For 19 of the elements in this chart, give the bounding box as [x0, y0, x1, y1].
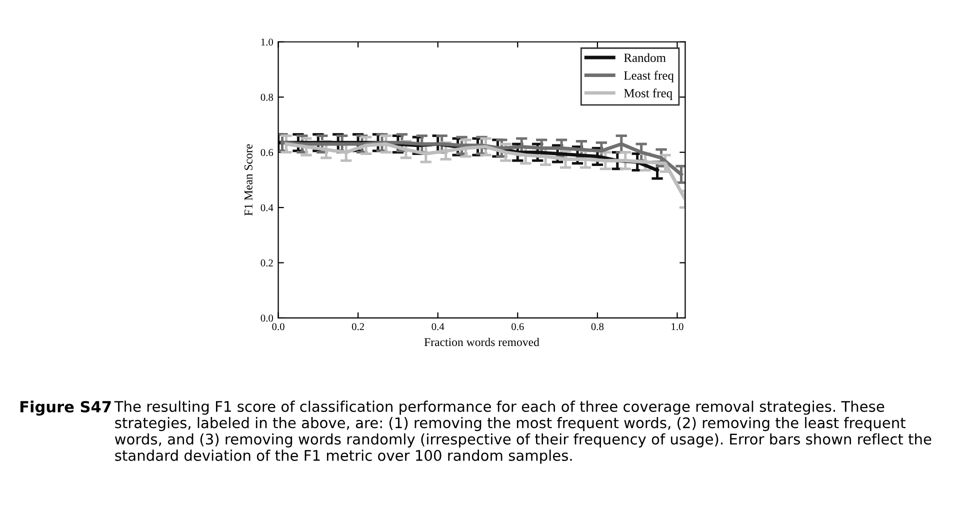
y-tick-label: 0.4	[260, 204, 274, 212]
y-tick-label: 0.2	[260, 259, 273, 266]
legend-label: Least freq	[624, 70, 674, 82]
legend-label: Most freq	[624, 88, 672, 100]
x-tick-label: 1.0	[672, 323, 684, 330]
x-tick-label: 0.2	[352, 323, 364, 330]
x-tick-label: 0.8	[591, 323, 604, 330]
legend-label: Random	[624, 53, 666, 62]
y-tick-label: 0.6	[260, 148, 274, 156]
y-tick-label: 0.8	[260, 94, 274, 101]
y-tick-label: 1.0	[261, 38, 274, 46]
text: The resulting F1 score of classification performance for each of three coverage removal strategies. These strategies, labeled in the above, are: (1) removing the most frequent words, (2) removing the least frequent words, and (3) removing words randomly (irrespective of their frequency of usage). Error bars shown reflect the standard deviation of the F1 metric over 100 random samples.	[114, 400, 932, 464]
y-tick-label: 0.0	[260, 314, 274, 322]
x-tick-label: 0.6	[512, 323, 524, 330]
y-axis-title: F1 Mean Score	[244, 144, 252, 216]
x-tick-label: 0.0	[272, 323, 284, 330]
caption: Figure S47	[20, 400, 111, 416]
x-axis-title: Fraction words removed	[424, 338, 540, 346]
x-tick-label: 0.4	[432, 323, 444, 330]
